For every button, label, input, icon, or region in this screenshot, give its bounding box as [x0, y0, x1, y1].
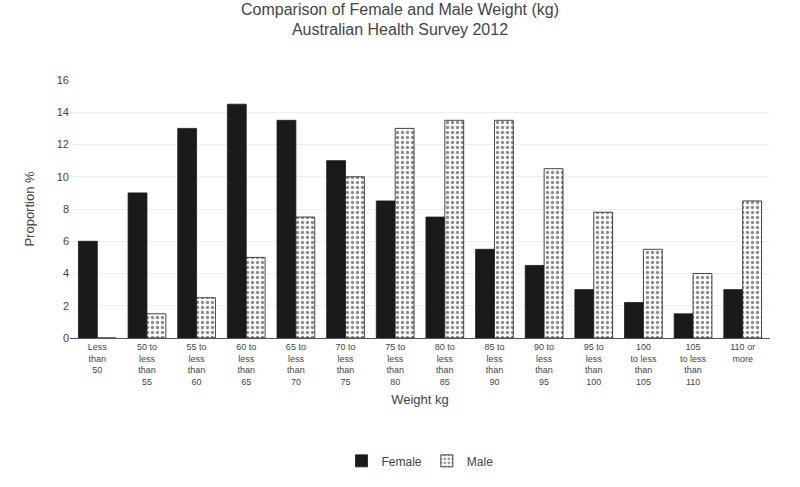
- svg-text:12: 12: [57, 138, 69, 150]
- svg-text:95 tolessthan100: 95 tolessthan100: [584, 342, 604, 387]
- svg-text:50 tolessthan55: 50 tolessthan55: [137, 342, 157, 387]
- svg-text:Comparison of Female and Male: Comparison of Female and Male Weight (kg…: [241, 1, 559, 39]
- svg-text:70 tolessthan75: 70 tolessthan75: [336, 342, 356, 387]
- svg-text:110 ormore: 110 ormore: [730, 342, 755, 364]
- svg-text:6: 6: [63, 235, 69, 247]
- svg-text:8: 8: [63, 203, 69, 215]
- svg-text:65 tolessthan70: 65 tolessthan70: [286, 342, 306, 387]
- svg-text:Lessthan50: Lessthan50: [88, 342, 108, 375]
- svg-text:85 tolessthan90: 85 tolessthan90: [484, 342, 504, 387]
- svg-text:75 tolessthan80: 75 tolessthan80: [385, 342, 405, 387]
- svg-text:100to lessthan105: 100to lessthan105: [630, 342, 657, 387]
- svg-text:80 tolessthan85: 80 tolessthan85: [435, 342, 455, 387]
- svg-text:16: 16: [57, 74, 69, 86]
- svg-text:0: 0: [63, 332, 69, 344]
- svg-text:14: 14: [57, 106, 69, 118]
- svg-text:Female: Female: [382, 455, 422, 469]
- svg-text:4: 4: [63, 267, 69, 279]
- svg-text:Male: Male: [467, 455, 493, 469]
- svg-text:Proportion %: Proportion %: [22, 171, 37, 247]
- svg-text:Weight kg: Weight kg: [391, 392, 449, 407]
- svg-text:90 tolessthan95: 90 tolessthan95: [534, 342, 554, 387]
- svg-text:10: 10: [57, 171, 69, 183]
- svg-text:60 tolessthan65: 60 tolessthan65: [236, 342, 256, 387]
- svg-text:105to lessthan110: 105to lessthan110: [680, 342, 707, 387]
- svg-text:55 tolessthan60: 55 tolessthan60: [187, 342, 207, 387]
- svg-text:2: 2: [63, 300, 69, 312]
